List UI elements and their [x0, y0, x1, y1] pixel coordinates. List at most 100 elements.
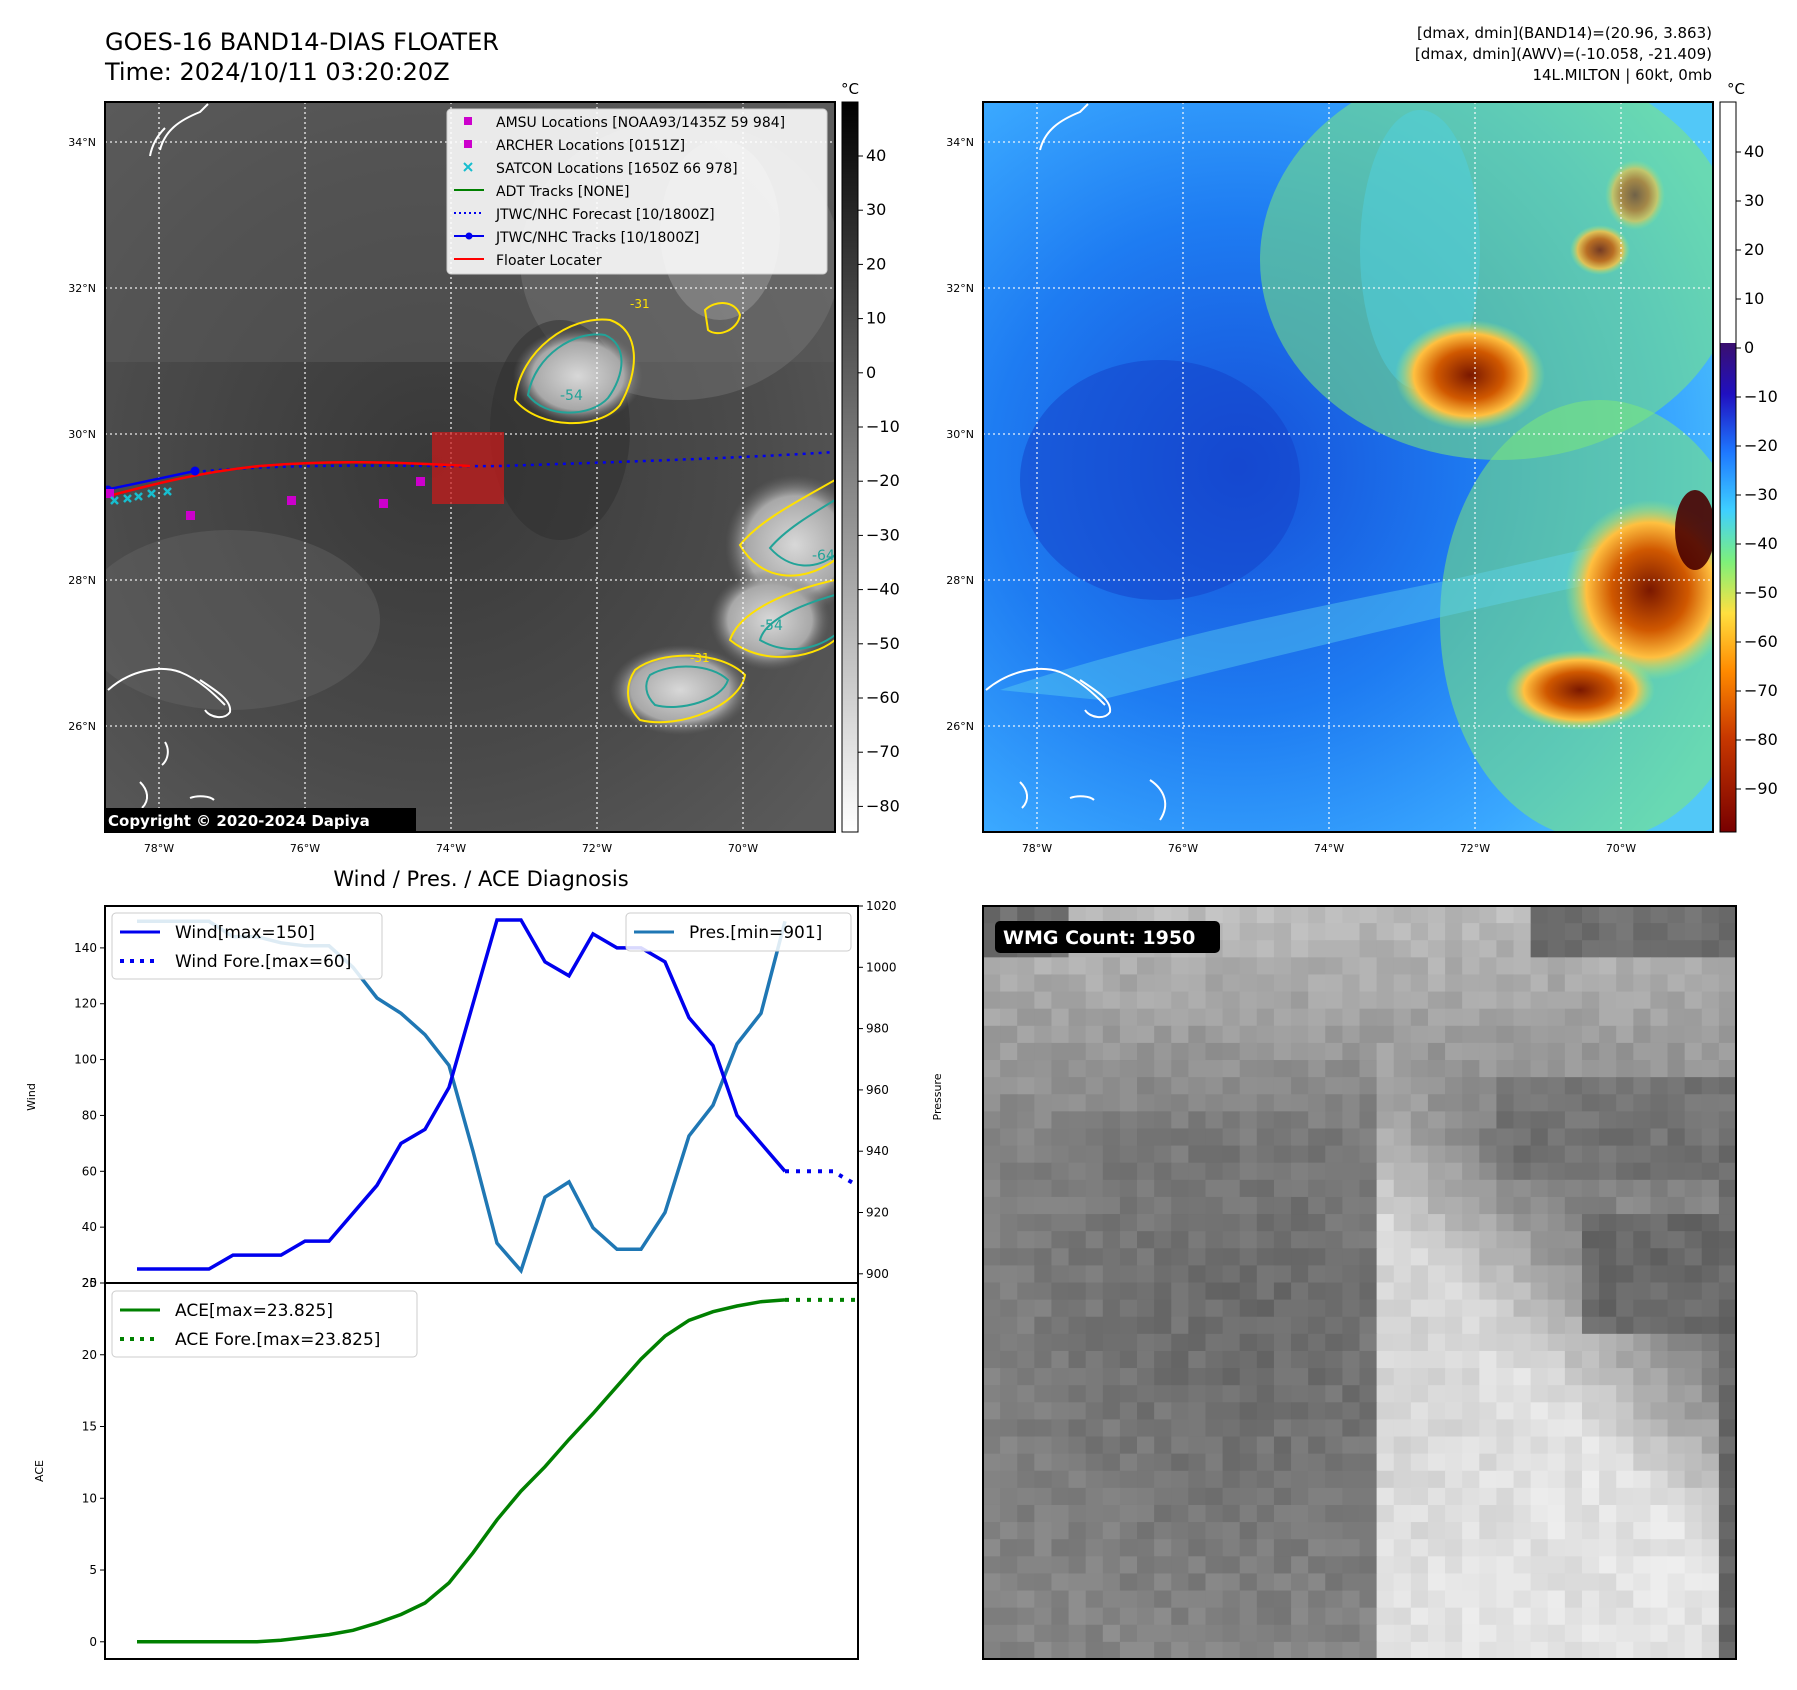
wmg-pixel [1427, 1402, 1446, 1421]
wmg-pixel [1530, 1641, 1549, 1659]
wmg-pixel [1547, 1453, 1566, 1472]
wmg-pixel [1068, 1436, 1087, 1455]
wmg-pixel [1427, 1522, 1446, 1540]
wmg-pixel [1239, 957, 1258, 976]
wmg-pixel [1068, 1111, 1087, 1130]
wmg-pixel [1616, 1350, 1634, 1369]
wmg-pixel [1650, 1196, 1669, 1215]
wmg-pixel [1718, 1436, 1736, 1455]
wmg-pixel [1479, 974, 1498, 993]
wmg-pixel [1376, 1128, 1395, 1147]
lat-tick: 28°N [946, 574, 974, 587]
wmg-pixel [1154, 1214, 1172, 1232]
wmg-pixel [1684, 1333, 1703, 1352]
colorbar-tick-label: −50 [866, 634, 900, 653]
wmg-pixel [1650, 1231, 1669, 1249]
wmg-pixel [1633, 1470, 1652, 1489]
wmg-pixel [1256, 1607, 1275, 1626]
wmg-pixel [1256, 1196, 1275, 1215]
wmg-pixel [1222, 1590, 1241, 1609]
ir-colorbar [841, 101, 859, 833]
wmg-pixel [1222, 1470, 1241, 1489]
wmg-pixel [1137, 1231, 1155, 1249]
wmg-pixel [1342, 1573, 1361, 1592]
wmg-pixel [1188, 1179, 1207, 1198]
wmg-pixel [1222, 1025, 1241, 1044]
wmg-pixel [1633, 1350, 1652, 1369]
wmg-pixel [1017, 1487, 1035, 1506]
wmg-pixel [1513, 1145, 1532, 1164]
wmg-pixel [1633, 1299, 1652, 1318]
wmg-pixel [1034, 1419, 1053, 1438]
wmg-pixel [1308, 1094, 1326, 1112]
wmg-pixel [1650, 1368, 1669, 1386]
wmg-pixel [1256, 1179, 1275, 1198]
wmg-pixel [1171, 1145, 1189, 1164]
wmg-pixel [1479, 1350, 1498, 1369]
wmg-pixel [983, 1196, 1001, 1215]
wmg-pixel [1256, 1248, 1275, 1266]
wmg-pixel [1000, 1522, 1018, 1540]
wmg-pixel [1308, 906, 1326, 924]
wmg-pixel [1291, 1265, 1309, 1284]
wmg-pixel [1034, 1231, 1053, 1249]
wmg-pixel [1513, 1470, 1532, 1489]
lon-tick: 72°W [1460, 842, 1490, 855]
wmg-pixel [1068, 1042, 1087, 1061]
wmg-pixel [1667, 1590, 1686, 1609]
wmg-pixel [1119, 1522, 1138, 1540]
wmg-pixel [1581, 1316, 1600, 1335]
wmg-pixel [1513, 1350, 1532, 1369]
wmg-pixel [983, 1590, 1001, 1609]
wmg-pixel [1239, 1368, 1258, 1386]
wmg-pixel [1308, 1042, 1326, 1061]
wmg-pixel [1205, 1436, 1224, 1455]
wmg-pixel [1171, 1556, 1189, 1575]
wmg-pixel [1633, 1265, 1652, 1284]
wmg-pixel [1085, 1008, 1104, 1027]
wmg-pixel [1239, 1162, 1258, 1181]
wmg-pixel [1718, 1522, 1736, 1540]
wmg-pixel [1564, 923, 1583, 941]
wmg-pixel [1547, 1402, 1566, 1421]
wmg-pixel [1376, 1145, 1395, 1164]
wmg-pixel [1427, 1025, 1446, 1044]
wmg-pixel [1496, 1265, 1515, 1284]
wmg-pixel [1599, 1111, 1617, 1130]
wmg-pixel [1650, 1419, 1669, 1438]
wmg-pixel [1291, 991, 1309, 1010]
wmg-pixel [1273, 1453, 1292, 1472]
wmg-pixel [1376, 1042, 1395, 1061]
wmg-pixel [1256, 1504, 1275, 1523]
wmg-pixel [1068, 1590, 1087, 1609]
wmg-pixel [1291, 1350, 1309, 1369]
wmg-pixel [1017, 1077, 1035, 1095]
wmg-pixel [1496, 991, 1515, 1010]
wmg-pixel [1701, 1231, 1720, 1249]
wmg-pixel [1530, 1077, 1549, 1095]
wmg-pixel [1239, 1573, 1258, 1592]
wmg-pixel [1051, 1487, 1070, 1506]
wmg-pixel [1188, 1641, 1207, 1659]
wmg-pixel [1462, 1573, 1480, 1592]
wmg-pixel [1256, 1162, 1275, 1181]
wmg-pixel [1017, 1248, 1035, 1266]
wmg-pixel [1410, 1624, 1429, 1643]
wmg-pixel [1650, 1042, 1669, 1061]
wmg-pixel [1410, 1231, 1429, 1249]
wmg-pixel [1564, 1094, 1583, 1112]
wmg-pixel [1445, 1042, 1463, 1061]
wmg-pixel [1376, 1214, 1395, 1232]
wmg-pixel [1701, 1470, 1720, 1489]
wmg-pixel [1616, 957, 1634, 976]
ir-colorbar-unit: °C [841, 80, 859, 98]
wmg-pixel [1000, 1333, 1018, 1352]
wmg-pixel [1599, 1179, 1617, 1198]
wmg-pixel [1633, 1368, 1652, 1386]
wmg-pixel [1017, 1641, 1035, 1659]
wmg-pixel [1547, 923, 1566, 941]
wmg-pixel [1017, 957, 1035, 976]
wmg-pixel [1718, 1025, 1736, 1044]
wmg-pixel [1137, 1402, 1155, 1421]
wmg-pixel [1633, 1556, 1652, 1575]
